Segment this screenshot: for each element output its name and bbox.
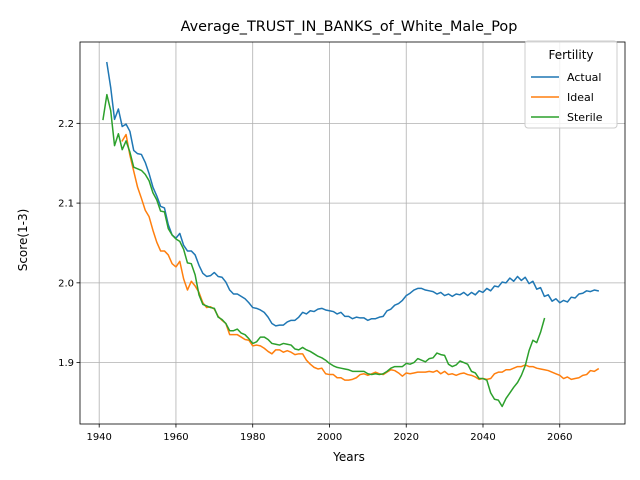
legend-label-sterile: Sterile	[567, 111, 603, 124]
y-tick-label: 2.2	[58, 119, 74, 130]
x-tick-label: 2000	[317, 432, 342, 443]
legend-label-actual: Actual	[567, 71, 601, 84]
chart-title: Average_TRUST_IN_BANKS_of_White_Male_Pop	[181, 19, 518, 35]
legend-label-ideal: Ideal	[567, 91, 594, 104]
legend-box	[524, 40, 618, 129]
x-tick-label: 1940	[86, 432, 111, 443]
x-axis-label: Years	[332, 450, 365, 464]
x-tick-label: 2040	[470, 432, 495, 443]
axes-frame	[79, 41, 626, 425]
y-axis-label: Score(1-3)	[16, 209, 30, 272]
series-lines	[102, 61, 600, 408]
x-axis-ticks: 1940 1960 1980 2000 2020 2040 2060	[86, 424, 572, 443]
legend: Fertility Actual Ideal Sterile	[524, 40, 618, 129]
series-line-sterile	[102, 93, 546, 408]
y-axis-ticks: 1.9 2.0 2.1 2.2	[58, 119, 80, 369]
x-tick-label: 1960	[163, 432, 188, 443]
y-tick-label: 2.0	[58, 278, 74, 289]
legend-title: Fertility	[548, 48, 593, 62]
series-line-actual	[106, 61, 600, 327]
y-tick-label: 1.9	[58, 358, 74, 369]
legend-items: Actual Ideal Sterile	[531, 71, 603, 124]
y-tick-label: 2.1	[58, 199, 74, 210]
x-tick-label: 1980	[240, 432, 265, 443]
x-tick-label: 2060	[547, 432, 572, 443]
x-tick-label: 2020	[394, 432, 419, 443]
